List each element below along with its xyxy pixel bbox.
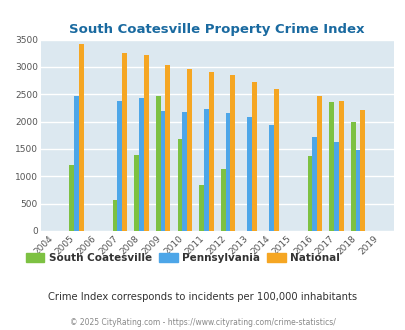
Bar — [350, 122, 355, 231]
Bar — [273, 89, 278, 231]
Bar — [355, 149, 360, 231]
Bar — [182, 112, 187, 231]
Bar — [117, 101, 122, 231]
Bar — [333, 142, 338, 231]
Bar — [160, 111, 165, 231]
Bar — [307, 156, 311, 231]
Bar — [134, 155, 139, 231]
Bar — [199, 184, 203, 231]
Bar — [177, 139, 182, 231]
Bar — [69, 165, 74, 231]
Bar — [225, 113, 230, 231]
Bar — [252, 82, 256, 231]
Bar — [187, 69, 192, 231]
Title: South Coatesville Property Crime Index: South Coatesville Property Crime Index — [69, 23, 364, 36]
Bar — [316, 96, 321, 231]
Bar — [328, 102, 333, 231]
Bar — [208, 72, 213, 231]
Bar — [247, 117, 252, 231]
Text: © 2025 CityRating.com - https://www.cityrating.com/crime-statistics/: © 2025 CityRating.com - https://www.city… — [70, 318, 335, 327]
Bar — [165, 65, 170, 231]
Text: Crime Index corresponds to incidents per 100,000 inhabitants: Crime Index corresponds to incidents per… — [48, 292, 357, 302]
Bar — [269, 125, 273, 231]
Bar — [74, 96, 79, 231]
Bar — [79, 44, 83, 231]
Bar — [230, 75, 234, 231]
Bar — [112, 200, 117, 231]
Bar — [122, 53, 126, 231]
Bar — [143, 55, 148, 231]
Bar — [139, 98, 143, 231]
Bar — [338, 101, 343, 231]
Bar — [203, 109, 208, 231]
Bar — [220, 169, 225, 231]
Bar — [156, 96, 160, 231]
Legend: South Coatesville, Pennsylvania, National: South Coatesville, Pennsylvania, Nationa… — [21, 249, 343, 267]
Bar — [360, 110, 364, 231]
Bar — [311, 138, 316, 231]
